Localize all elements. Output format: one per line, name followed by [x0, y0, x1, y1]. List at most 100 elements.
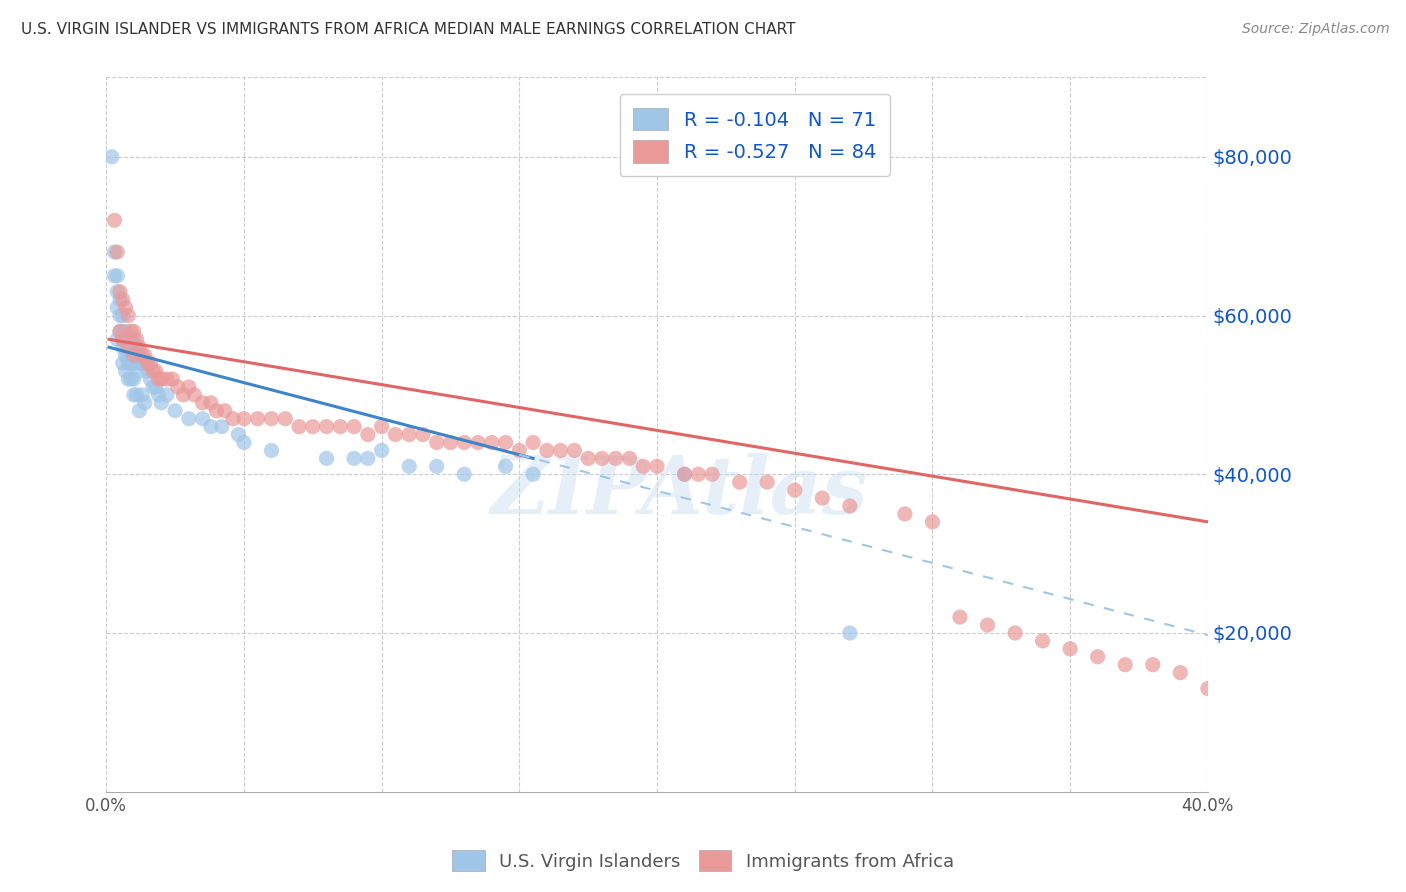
Point — [343, 419, 366, 434]
Point — [357, 427, 380, 442]
Point — [114, 348, 136, 362]
Point — [976, 618, 998, 632]
Point — [894, 507, 917, 521]
Point — [145, 364, 167, 378]
Point — [1168, 665, 1191, 680]
Point — [108, 309, 131, 323]
Point — [150, 372, 173, 386]
Point — [111, 356, 134, 370]
Point — [100, 150, 122, 164]
Point — [426, 459, 449, 474]
Point — [177, 411, 200, 425]
Point — [128, 364, 150, 378]
Point — [605, 451, 627, 466]
Point — [550, 443, 572, 458]
Point — [156, 372, 179, 386]
Point — [117, 309, 139, 323]
Point — [398, 427, 420, 442]
Point — [131, 388, 153, 402]
Point — [426, 435, 449, 450]
Point — [117, 340, 139, 354]
Point — [1142, 657, 1164, 672]
Point — [645, 459, 668, 474]
Point — [700, 467, 723, 482]
Point — [117, 356, 139, 370]
Point — [139, 372, 162, 386]
Point — [122, 356, 145, 370]
Point — [114, 364, 136, 378]
Point — [439, 435, 461, 450]
Point — [949, 610, 972, 624]
Point — [120, 348, 142, 362]
Point — [619, 451, 641, 466]
Point — [122, 348, 145, 362]
Point — [495, 459, 517, 474]
Point — [315, 451, 337, 466]
Point — [576, 451, 599, 466]
Point — [142, 364, 165, 378]
Point — [103, 245, 125, 260]
Point — [232, 435, 254, 450]
Point — [412, 427, 434, 442]
Point — [134, 356, 156, 370]
Point — [838, 626, 860, 640]
Point — [125, 356, 148, 370]
Point — [191, 396, 214, 410]
Legend: R = -0.104   N = 71, R = -0.527   N = 84: R = -0.104 N = 71, R = -0.527 N = 84 — [620, 95, 890, 176]
Point — [633, 459, 655, 474]
Point — [142, 380, 165, 394]
Point — [114, 325, 136, 339]
Point — [357, 451, 380, 466]
Point — [150, 396, 173, 410]
Point — [211, 419, 233, 434]
Point — [1059, 641, 1081, 656]
Point — [108, 325, 131, 339]
Point — [148, 388, 170, 402]
Point — [688, 467, 710, 482]
Point — [205, 403, 228, 417]
Point — [495, 435, 517, 450]
Point — [783, 483, 806, 497]
Point — [108, 285, 131, 299]
Point — [156, 388, 179, 402]
Point — [1114, 657, 1136, 672]
Point — [370, 419, 392, 434]
Point — [134, 348, 156, 362]
Point — [162, 372, 184, 386]
Point — [108, 325, 131, 339]
Point — [453, 467, 475, 482]
Point — [111, 340, 134, 354]
Point — [122, 325, 145, 339]
Point — [125, 388, 148, 402]
Point — [117, 332, 139, 346]
Point — [370, 443, 392, 458]
Point — [111, 332, 134, 346]
Point — [111, 293, 134, 307]
Point — [329, 419, 352, 434]
Point — [120, 356, 142, 370]
Point — [228, 427, 250, 442]
Point — [122, 332, 145, 346]
Point — [111, 309, 134, 323]
Point — [111, 332, 134, 346]
Point — [166, 380, 188, 394]
Point — [591, 451, 613, 466]
Point — [288, 419, 311, 434]
Point — [122, 348, 145, 362]
Point — [117, 340, 139, 354]
Point — [131, 348, 153, 362]
Point — [315, 419, 337, 434]
Point — [103, 213, 125, 227]
Text: Source: ZipAtlas.com: Source: ZipAtlas.com — [1241, 22, 1389, 37]
Point — [200, 419, 222, 434]
Point — [128, 403, 150, 417]
Point — [343, 451, 366, 466]
Point — [103, 268, 125, 283]
Point — [301, 419, 323, 434]
Point — [214, 403, 236, 417]
Point — [105, 301, 128, 315]
Point — [522, 467, 544, 482]
Point — [105, 285, 128, 299]
Point — [125, 340, 148, 354]
Point — [177, 380, 200, 394]
